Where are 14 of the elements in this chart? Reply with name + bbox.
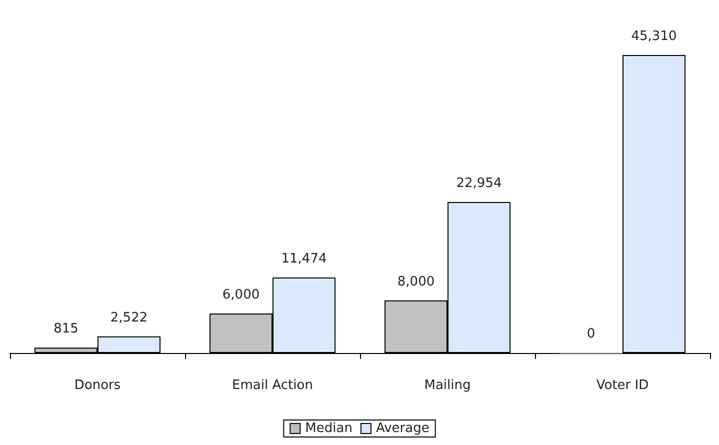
data-label: 6,000 <box>222 288 260 303</box>
data-label: 22,954 <box>456 176 502 192</box>
data-label: 45,310 <box>631 29 677 44</box>
data-label: 815 <box>54 322 78 337</box>
legend-label: Average <box>376 421 430 436</box>
data-label: 11,474 <box>281 252 327 267</box>
data-label: 2,522 <box>110 310 148 326</box>
x-tick-label: Voter ID <box>596 378 649 393</box>
x-tick-label: Email Action <box>232 378 313 393</box>
x-tick-label: Donors <box>74 378 121 393</box>
x-tick-label: Mailing <box>424 378 471 393</box>
data-label: 8,000 <box>397 274 435 290</box>
legend-label: Median <box>305 421 352 436</box>
data-label: 0 <box>586 326 596 342</box>
